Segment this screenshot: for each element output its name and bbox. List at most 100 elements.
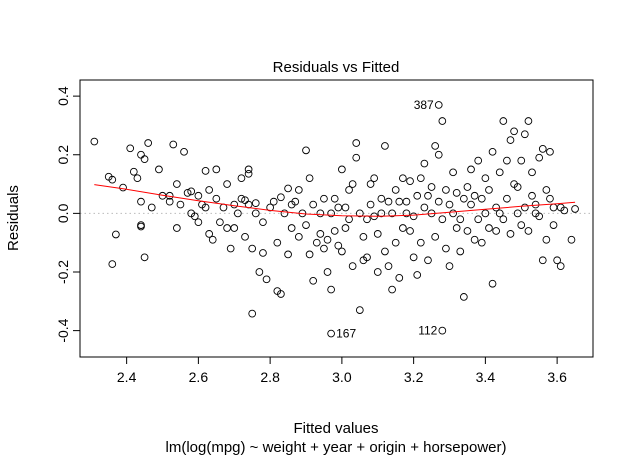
data-point — [477, 238, 486, 247]
data-point — [431, 232, 440, 241]
y-tick-label: 0.0 — [55, 203, 71, 223]
data-point — [363, 215, 371, 224]
data-point — [434, 150, 443, 159]
data-point — [460, 194, 468, 203]
y-axis-label: Residuals — [5, 185, 22, 251]
data-point — [445, 200, 454, 209]
x-axis-label: Fitted values — [293, 420, 378, 437]
data-point — [474, 156, 483, 165]
data-point — [248, 244, 257, 253]
data-point — [381, 142, 389, 150]
data-point — [90, 137, 99, 146]
data-point — [201, 203, 210, 212]
lowess-smooth-line — [94, 184, 576, 217]
data-point — [280, 209, 289, 218]
data-point — [144, 139, 153, 147]
data-point — [352, 153, 361, 162]
data-point — [460, 293, 468, 301]
data-point — [406, 227, 414, 235]
data-point — [305, 250, 314, 259]
data-point — [137, 197, 145, 206]
data-point — [538, 145, 547, 153]
data-point — [305, 174, 314, 183]
y-tick-label: -0.4 — [55, 318, 71, 342]
data-point — [467, 200, 475, 209]
data-point — [169, 140, 178, 149]
data-point — [488, 147, 497, 156]
data-point — [194, 191, 203, 200]
data-point — [381, 247, 389, 256]
data-point — [416, 238, 425, 247]
data-point — [366, 200, 375, 209]
data-point — [129, 167, 138, 176]
data-point — [438, 117, 447, 125]
plot-frame — [79, 79, 594, 358]
data-point — [399, 174, 407, 183]
data-point — [137, 222, 145, 231]
data-point — [413, 271, 422, 279]
data-point — [384, 262, 393, 270]
data-points — [90, 101, 579, 338]
data-point — [345, 186, 353, 194]
data-point — [355, 209, 364, 218]
data-point — [513, 209, 522, 218]
data-point — [449, 168, 457, 177]
data-point — [341, 224, 350, 232]
data-point — [294, 232, 303, 241]
data-point — [341, 203, 350, 212]
data-point — [244, 169, 253, 178]
data-point — [463, 227, 472, 235]
x-axis: 2.4 2.6 2.8 3.0 3.2 3.4 3.6 — [117, 356, 567, 385]
data-point — [309, 200, 318, 209]
data-point — [442, 244, 450, 253]
data-point — [413, 191, 422, 200]
data-point — [316, 230, 325, 238]
data-point — [506, 136, 515, 144]
data-point — [248, 309, 257, 318]
data-point — [434, 101, 443, 109]
data-point — [531, 200, 540, 209]
data-point — [323, 268, 332, 276]
data-point — [560, 206, 569, 215]
data-point — [269, 197, 278, 206]
data-point — [517, 221, 526, 229]
data-point — [366, 180, 375, 188]
data-point — [208, 235, 217, 244]
data-point — [513, 183, 522, 191]
data-point — [108, 260, 117, 268]
y-tick-label: 0.2 — [55, 145, 71, 165]
x-tick-label: 2.4 — [117, 369, 137, 385]
data-point — [133, 174, 142, 183]
data-point — [212, 165, 221, 174]
data-point — [352, 139, 361, 147]
data-point — [237, 194, 246, 203]
data-point — [327, 209, 335, 218]
data-point — [463, 183, 472, 191]
data-point — [273, 238, 282, 247]
data-point — [312, 238, 321, 247]
chart-title: Residuals vs Fitted — [273, 59, 400, 76]
data-point — [330, 194, 339, 203]
data-point — [373, 268, 382, 276]
point-label-387: 387 — [414, 98, 434, 112]
data-point — [287, 224, 296, 232]
data-point — [359, 232, 368, 241]
data-point — [553, 256, 561, 265]
data-point — [205, 186, 213, 194]
data-point — [546, 147, 554, 156]
data-point — [230, 224, 239, 232]
data-point — [345, 215, 353, 224]
data-point — [140, 155, 149, 163]
data-point — [251, 199, 260, 207]
data-point — [452, 224, 461, 232]
data-point — [567, 235, 576, 244]
data-point — [495, 209, 504, 218]
data-point — [119, 183, 127, 192]
data-point — [165, 197, 174, 206]
data-point — [481, 209, 490, 218]
data-point — [373, 230, 382, 238]
data-point — [219, 203, 228, 212]
data-point — [395, 274, 404, 282]
data-point — [556, 262, 565, 270]
